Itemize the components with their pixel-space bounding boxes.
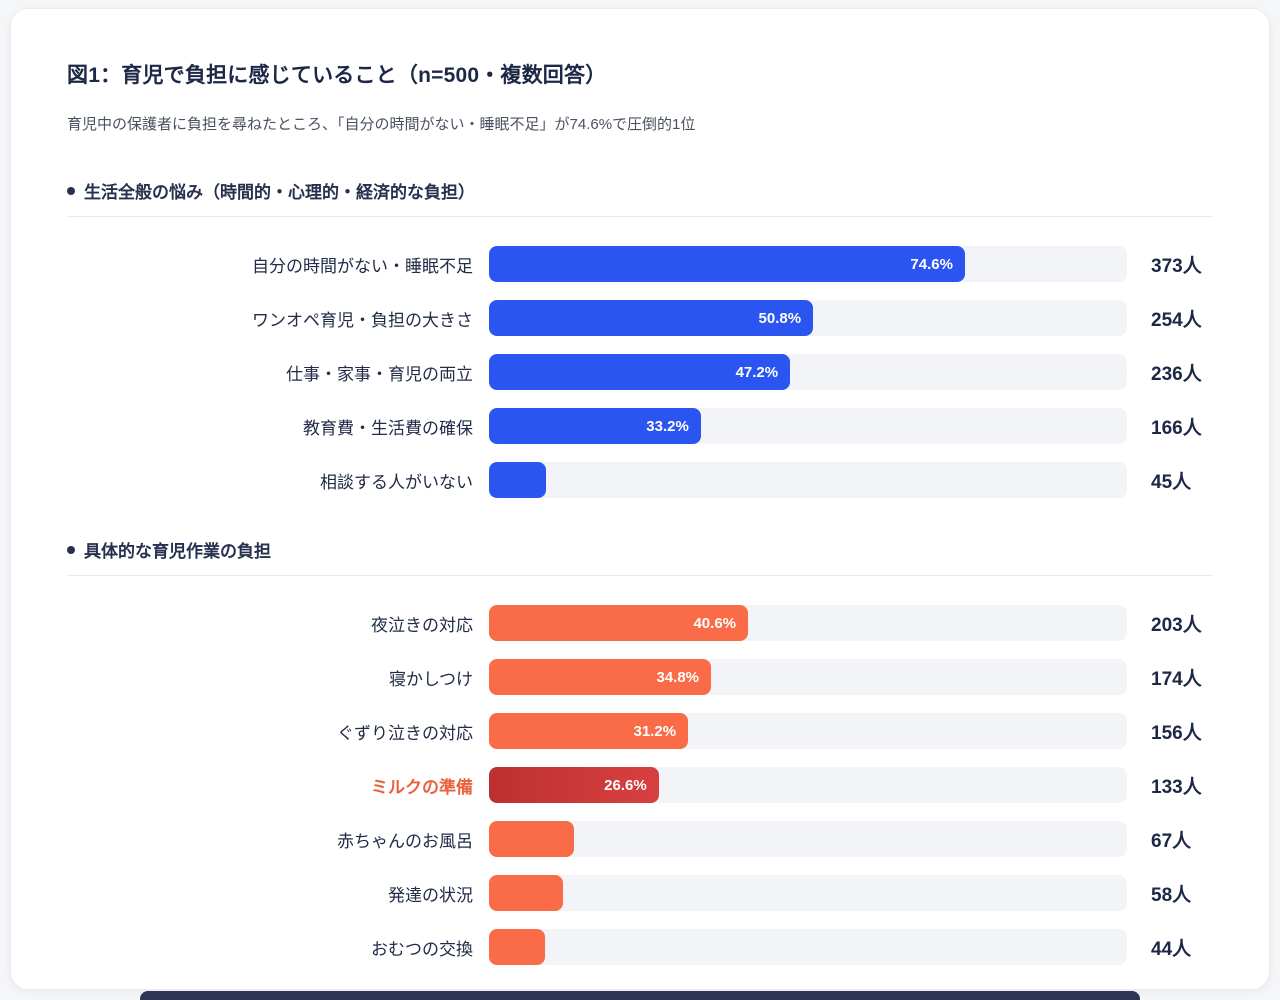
bar: 26.6% — [489, 767, 659, 803]
bar-track: 47.2% — [489, 354, 1127, 390]
bar-track — [489, 462, 1127, 498]
chart-card: 図1：育児で負担に感じていること（n=500・複数回答） 育児中の保護者に負担を… — [10, 8, 1270, 990]
section-header: ● 生活全般の悩み（時間的・心理的・経済的な負担） — [67, 178, 1213, 217]
bar: 40.6% — [489, 605, 749, 641]
bar-track: 31.2% — [489, 713, 1127, 749]
bar-label: ワンオペ育児・負担の大きさ — [252, 310, 473, 330]
bar-row: 仕事・家事・育児の両立 47.2% 236人 — [67, 345, 1213, 399]
bar-count: 156人 — [1151, 722, 1202, 744]
bar: 31.2% — [489, 713, 689, 749]
bar-count: 45人 — [1151, 471, 1192, 493]
bar-label: ミルクの準備 — [371, 777, 473, 797]
bar-label: ぐずり泣きの対応 — [337, 723, 473, 743]
chart-section: ● 生活全般の悩み（時間的・心理的・経済的な負担） 自分の時間がない・睡眠不足 74.… — [67, 178, 1213, 507]
bar-label: 赤ちゃんのお風呂 — [337, 831, 473, 851]
bar-count: 58人 — [1151, 884, 1192, 906]
bar-track: 74.6% — [489, 246, 1127, 282]
bar-count: 174人 — [1151, 668, 1202, 690]
section-title: 具体的な育児作業の負担 — [84, 542, 271, 561]
bar-track: 50.8% — [489, 300, 1127, 336]
bar-track — [489, 929, 1127, 965]
bar-value-label: 31.2% — [633, 722, 677, 740]
bar-row: 夜泣きの対応 40.6% 203人 — [67, 596, 1213, 650]
bar-count: 254人 — [1151, 309, 1202, 331]
bar-value-label: 47.2% — [735, 363, 779, 381]
section-title: 生活全般の悩み（時間的・心理的・経済的な負担） — [84, 183, 475, 202]
bar: 47.2% — [489, 354, 791, 390]
bar-row: ぐずり泣きの対応 31.2% 156人 — [67, 704, 1213, 758]
bar-row: 発達の状況 58人 — [67, 866, 1213, 920]
bar-value-label: 34.8% — [656, 668, 700, 686]
bar-track — [489, 821, 1127, 857]
chart-title: 図1：育児で負担に感じていること（n=500・複数回答） — [67, 64, 607, 87]
bar-label: 自分の時間がない・睡眠不足 — [252, 256, 473, 276]
bar-row: 自分の時間がない・睡眠不足 74.6% 373人 — [67, 237, 1213, 291]
chart-sections: ● 生活全般の悩み（時間的・心理的・経済的な負担） 自分の時間がない・睡眠不足 74.… — [67, 178, 1213, 974]
bullet-icon: ● — [67, 186, 75, 195]
bar-count: 133人 — [1151, 776, 1202, 798]
bar-label: 夜泣きの対応 — [371, 615, 473, 635]
bar-row: おむつの交換 44人 — [67, 920, 1213, 974]
bar-track: 40.6% — [489, 605, 1127, 641]
bar: 50.8% — [489, 300, 814, 336]
bar-label: 相談する人がいない — [320, 472, 473, 492]
bar-count: 373人 — [1151, 255, 1202, 277]
bar-label: 発達の状況 — [388, 885, 473, 905]
bar-row: 教育費・生活費の確保 33.2% 166人 — [67, 399, 1213, 453]
bar-count: 236人 — [1151, 363, 1202, 385]
bar-label: 教育費・生活費の確保 — [303, 418, 473, 438]
bar — [489, 821, 575, 857]
bullet-icon: ● — [67, 545, 75, 554]
bar-value-label: 33.2% — [646, 417, 689, 435]
bar-label: 寝かしつけ — [389, 669, 473, 689]
bar-value-label: 40.6% — [693, 614, 737, 632]
bar-count: 203人 — [1151, 614, 1202, 636]
bar-value-label: 74.6% — [910, 255, 953, 273]
bar-row: ミルクの準備 26.6% 133人 — [67, 758, 1213, 812]
bar: 34.8% — [489, 659, 712, 695]
chart-subtitle: 育児中の保護者に負担を尋ねたところ、「自分の時間がない・睡眠不足」が74.6%で… — [67, 116, 696, 133]
bar-count: 67人 — [1151, 830, 1192, 852]
bar-label: おむつの交換 — [371, 939, 473, 959]
bar — [489, 929, 546, 965]
bar-track: 34.8% — [489, 659, 1127, 695]
section-header: ● 具体的な育児作業の負担 — [67, 537, 1213, 576]
bar-track: 33.2% — [489, 408, 1127, 444]
bar-track — [489, 875, 1127, 911]
bar: 74.6% — [489, 246, 965, 282]
bar-row: 相談する人がいない 45人 — [67, 453, 1213, 507]
bar — [489, 875, 563, 911]
bar-value-label: 50.8% — [758, 309, 802, 327]
bar-value-label: 26.6% — [604, 776, 647, 794]
footer-bar — [140, 991, 1140, 1000]
bar-row: ワンオペ育児・負担の大きさ 50.8% 254人 — [67, 291, 1213, 345]
bar — [489, 462, 547, 498]
bar-row: 寝かしつけ 34.8% 174人 — [67, 650, 1213, 704]
bar-row: 赤ちゃんのお風呂 67人 — [67, 812, 1213, 866]
bar-track: 26.6% — [489, 767, 1127, 803]
bar-count: 44人 — [1151, 938, 1192, 960]
bar: 33.2% — [489, 408, 701, 444]
bar-count: 166人 — [1151, 417, 1202, 439]
bar-label: 仕事・家事・育児の両立 — [286, 364, 473, 384]
